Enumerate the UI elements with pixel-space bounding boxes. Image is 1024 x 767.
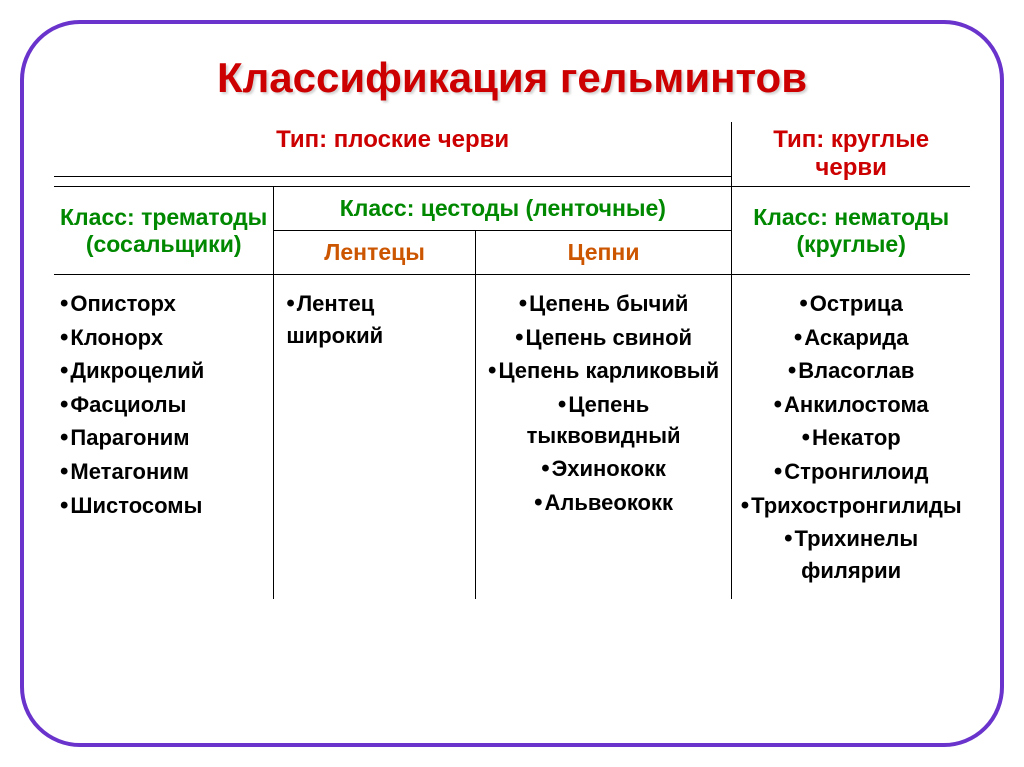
list-item: Лентец широкий (286, 287, 469, 351)
class-trematodes-header: Класс: трематоды (сосальщики) (54, 187, 274, 275)
trematodes-cell: ОписторхКлонорхДикроцелийФасциолыПарагон… (54, 275, 274, 599)
classification-table: Тип: плоские черви Тип: круглые черви Кл… (54, 122, 970, 599)
list-item: Клонорх (60, 321, 267, 355)
lentecy-cell: Лентец широкий (274, 275, 476, 599)
subclass-lentecy-header: Лентецы (274, 231, 476, 275)
list-item: Цепень свиной (482, 321, 725, 355)
list-item: Парагоним (60, 421, 267, 455)
lentecy-list: Лентец широкий (286, 287, 469, 351)
type-round-header: Тип: круглые черви (732, 122, 970, 187)
list-item: Некатор (738, 421, 964, 455)
subclass-cepni-header: Цепни (475, 231, 731, 275)
list-item: Трихинелы филярии (738, 522, 964, 586)
list-item: Альвеококк (482, 486, 725, 520)
list-item: Аскарида (738, 321, 964, 355)
page-title: Классификация гельминтов (54, 54, 970, 102)
class-nematodes-header: Класс: нематоды (круглые) (732, 187, 970, 275)
list-item: Стронгилоид (738, 455, 964, 489)
type-flat-header: Тип: плоские черви (54, 122, 732, 177)
trematodes-list: ОписторхКлонорхДикроцелийФасциолыПарагон… (60, 287, 267, 522)
list-item: Цепень карликовый (482, 354, 725, 388)
list-item: Фасциолы (60, 388, 267, 422)
list-item: Эхинококк (482, 452, 725, 486)
list-item: Метагоним (60, 455, 267, 489)
list-item: Дикроцелий (60, 354, 267, 388)
list-item: Острица (738, 287, 964, 321)
type-row: Тип: плоские черви Тип: круглые черви (54, 122, 970, 177)
cepni-cell: Цепень бычийЦепень свинойЦепень карликов… (475, 275, 731, 599)
nematodes-list: ОстрицаАскаридаВласоглавАнкилостомаНекат… (738, 287, 964, 587)
list-item: Цепень бычий (482, 287, 725, 321)
list-item: Трихостронгилиды (738, 489, 964, 523)
list-item: Цепень тыквовидный (482, 388, 725, 452)
frame-border: Классификация гельминтов Тип: плоские че… (20, 20, 1004, 747)
class-cestodes-header: Класс: цестоды (ленточные) (274, 187, 732, 231)
class-row: Класс: трематоды (сосальщики) Класс: цес… (54, 187, 970, 231)
nematodes-cell: ОстрицаАскаридаВласоглавАнкилостомаНекат… (732, 275, 970, 599)
list-item: Шистосомы (60, 489, 267, 523)
data-row: ОписторхКлонорхДикроцелийФасциолыПарагон… (54, 275, 970, 599)
list-item: Власоглав (738, 354, 964, 388)
cepni-list: Цепень бычийЦепень свинойЦепень карликов… (482, 287, 725, 519)
list-item: Анкилостома (738, 388, 964, 422)
list-item: Описторх (60, 287, 267, 321)
